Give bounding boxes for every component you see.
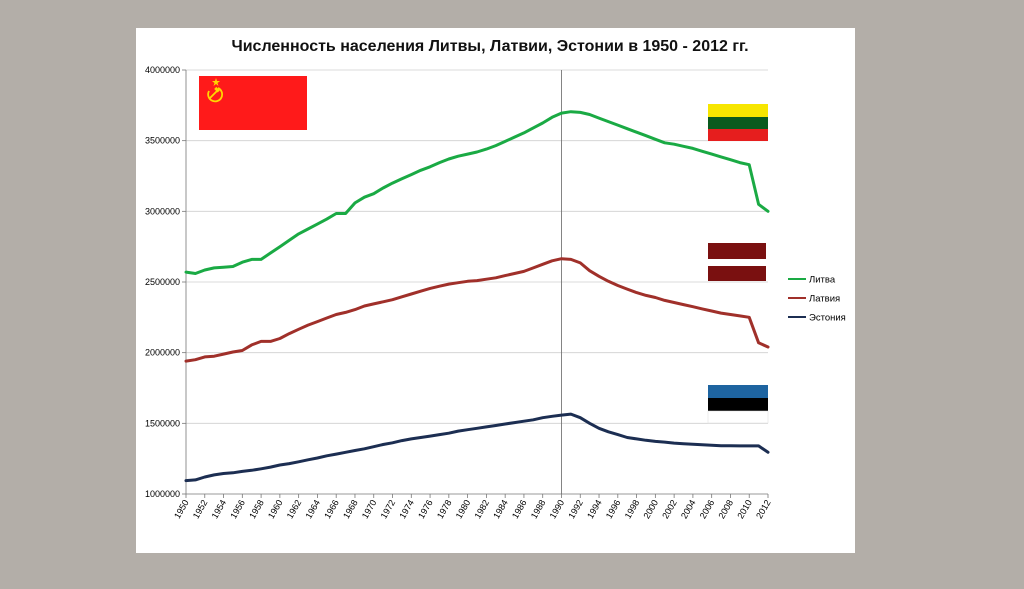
x-tick-label: 1960 (266, 498, 285, 520)
x-tick-label: 1974 (397, 498, 416, 520)
y-axis-tick-labels: 1000000 1500000 2000000 2500000 3000000 35000… (145, 65, 180, 499)
x-tick-label: 2002 (660, 498, 679, 520)
x-tick-label: 1952 (191, 498, 210, 520)
latvia-flag (708, 243, 766, 281)
x-tick-label: 1970 (360, 498, 379, 520)
y-tick-label: 3500000 (145, 136, 180, 146)
ussr-flag-field (199, 76, 307, 130)
y-tick-label: 2500000 (145, 277, 180, 287)
axes (185, 70, 768, 495)
x-tick-label: 1984 (491, 498, 510, 520)
y-tick-label: 3000000 (145, 206, 180, 216)
estonia-flag-black (708, 398, 768, 411)
x-tick-label: 1956 (228, 498, 247, 520)
x-tick-label: 1986 (510, 498, 529, 520)
x-tick-label: 1980 (454, 498, 473, 520)
x-tick-label: 2006 (698, 498, 717, 520)
legend-label: Эстония (809, 313, 846, 324)
series-line-Литва (184, 110, 770, 275)
x-tick-label: 1994 (585, 498, 604, 520)
x-tick-label: 1996 (604, 498, 623, 520)
x-tick-label: 1958 (247, 498, 266, 520)
x-tick-label: 1988 (529, 498, 548, 520)
x-tick-label: 1982 (472, 498, 491, 520)
estonia-flag-blue (708, 385, 768, 398)
x-tick-label: 1964 (303, 498, 322, 520)
y-tick-label: 4000000 (145, 65, 180, 75)
population-line-chart: Численность населения Литвы, Латвии, Эст… (145, 38, 846, 520)
x-tick-label: 2010 (735, 498, 754, 520)
legend-label: Латвия (809, 294, 840, 305)
series-line-Эстония (184, 412, 770, 483)
x-tick-label: 1966 (322, 498, 341, 520)
ussr-flag (199, 76, 307, 130)
lithuania-flag-green (708, 117, 768, 129)
lithuania-flag-red (708, 129, 768, 141)
x-tick-label: 2000 (641, 498, 660, 520)
lithuania-flag (708, 104, 768, 141)
x-tick-label: 1978 (435, 498, 454, 520)
estonia-flag-white (707, 410, 769, 424)
x-tick-label: 1992 (566, 498, 585, 520)
x-tick-label: 1998 (623, 498, 642, 520)
data-series (184, 110, 770, 483)
y-tick-label: 1000000 (145, 489, 180, 499)
x-tick-label: 1962 (285, 498, 304, 520)
lithuania-flag-yellow (708, 104, 768, 117)
x-tick-label: 1954 (210, 498, 229, 520)
chart-card: Численность населения Литвы, Латвии, Эст… (136, 28, 855, 553)
estonia-flag (707, 385, 769, 424)
x-tick-label: 2012 (754, 498, 773, 520)
hammer-sickle-icon (207, 78, 224, 103)
legend: Литва Латвия Эстония (788, 275, 846, 324)
chart-title: Численность населения Литвы, Латвии, Эст… (231, 38, 748, 55)
x-tick-label: 2008 (717, 498, 736, 520)
x-axis-tick-labels: 1950 1952 1954 1956 1958 1960 1962 1964 1966 1968… (172, 494, 773, 520)
x-tick-label: 1990 (548, 498, 567, 520)
flags (199, 76, 769, 424)
series-line-Латвия (184, 257, 770, 363)
x-tick-label: 1976 (416, 498, 435, 520)
y-tick-label: 2000000 (145, 348, 180, 358)
x-tick-label: 1950 (172, 498, 191, 520)
y-tick-label: 1500000 (145, 418, 180, 428)
x-tick-label: 2004 (679, 498, 698, 520)
x-tick-label: 1968 (341, 498, 360, 520)
legend-label: Литва (809, 275, 836, 286)
x-tick-label: 1972 (379, 498, 398, 520)
latvia-flag-stripe (708, 259, 766, 266)
